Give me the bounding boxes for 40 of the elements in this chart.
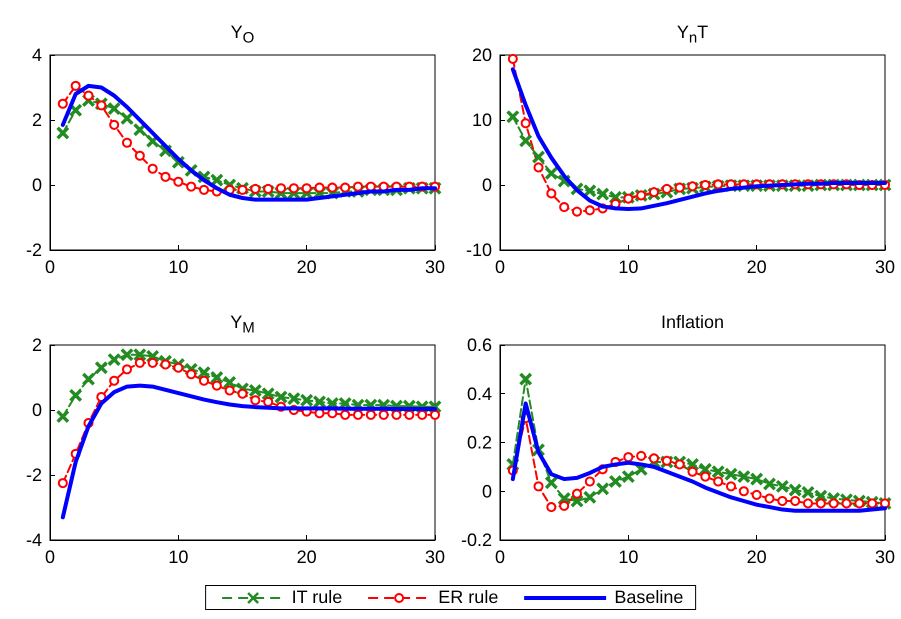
x-tick-label: 20 (296, 547, 317, 567)
y-tick-label: -4 (26, 530, 42, 550)
y-tick-label: 10 (472, 110, 492, 130)
y-tick-label: 0.4 (466, 384, 492, 404)
x-tick-label: 10 (168, 547, 188, 567)
x-tick-label: 20 (746, 257, 767, 277)
x-tick-label: 0 (494, 257, 506, 277)
y-tick-label: 0 (482, 175, 492, 195)
y-tick-label: -2 (26, 240, 42, 260)
legend-label: IT rule (292, 587, 342, 608)
x-tick-label: 30 (874, 547, 896, 567)
x-tick-label: 0 (494, 547, 506, 567)
legend-label: ER rule (438, 587, 498, 608)
x-tick-label: 30 (874, 257, 896, 277)
x-tick-label: 30 (424, 547, 446, 567)
y-tick-label: 0 (32, 400, 42, 420)
chart-title: Inflation (660, 312, 726, 333)
y-tick-label: -2 (26, 465, 42, 485)
y-tick-label: 2 (32, 335, 42, 355)
y-tick-label: 4 (32, 45, 42, 65)
x-tick-label: 10 (618, 257, 638, 277)
y-tick-label: 0.2 (466, 432, 492, 452)
x-tick-label: 20 (296, 257, 317, 277)
x-tick-label: 0 (44, 257, 56, 277)
x-tick-label: 20 (746, 547, 767, 567)
chart-title: Y$_{M}$ (229, 312, 256, 337)
y-tick-label: 0 (482, 481, 492, 502)
y-tick-label: -0.2 (460, 530, 492, 550)
y-tick-label: 0.6 (466, 335, 492, 355)
y-tick-label: 2 (32, 110, 42, 130)
y-tick-label: 0 (32, 175, 42, 195)
x-tick-label: 30 (424, 257, 446, 277)
y-tick-label: 20 (472, 45, 492, 65)
y-tick-label: -10 (466, 240, 492, 260)
chart-title: Y$_{O}$ (230, 22, 256, 47)
x-tick-label: 10 (618, 547, 638, 567)
chart-title: Y$_{n}$T (676, 22, 710, 47)
legend-label: Baseline (614, 587, 684, 608)
x-tick-label: 0 (44, 547, 56, 567)
x-tick-label: 10 (168, 257, 188, 277)
